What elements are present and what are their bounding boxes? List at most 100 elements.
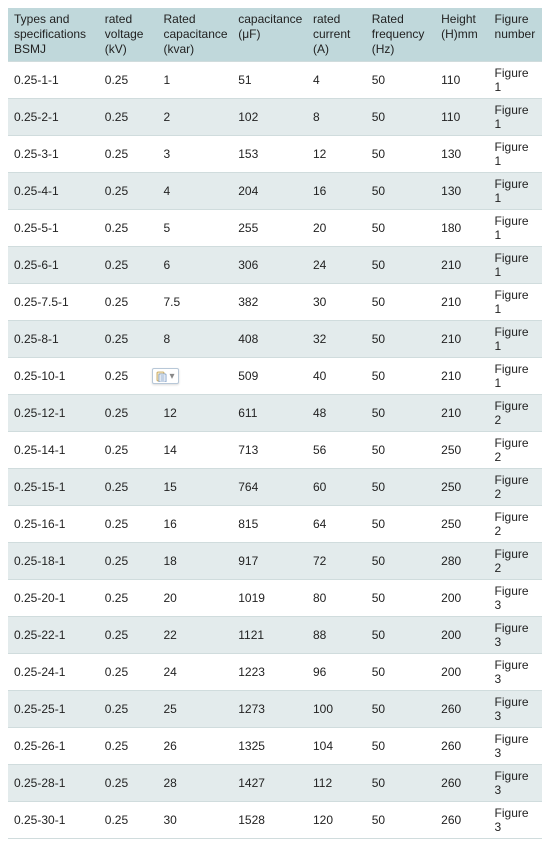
cell: 0.25	[99, 432, 158, 469]
cell: Figure 1	[489, 173, 542, 210]
table-row: 0.25-24-10.252412239650200Figure 3	[8, 654, 542, 691]
cell: 60	[307, 469, 366, 506]
table-row: 0.25-25-10.2525127310050260Figure 3	[8, 691, 542, 728]
cell: 713	[232, 432, 307, 469]
cell: 50	[366, 321, 435, 358]
cell: Figure 1	[489, 321, 542, 358]
cell: 260	[435, 765, 488, 802]
cell: 3	[158, 136, 233, 173]
cell: 16	[307, 173, 366, 210]
cell: 16	[158, 506, 233, 543]
cell: 26	[158, 728, 233, 765]
cell: 0.25-25-1	[8, 691, 99, 728]
table-row: 0.25-20-10.252010198050200Figure 3	[8, 580, 542, 617]
cell: Figure 2	[489, 432, 542, 469]
cell: Figure 1	[489, 247, 542, 284]
cell: 0.25	[99, 765, 158, 802]
cell: 50	[366, 62, 435, 99]
cell: 12	[158, 395, 233, 432]
cell: 250	[435, 506, 488, 543]
col-header-2: Rated capacitance (kvar)	[158, 8, 233, 62]
cell: 210	[435, 358, 488, 395]
cell: Figure 3	[489, 802, 542, 839]
cell: 0.25	[99, 802, 158, 839]
table-row: 0.25-22-10.252211218850200Figure 3	[8, 617, 542, 654]
cell: 30	[158, 802, 233, 839]
cell: 210	[435, 247, 488, 284]
cell: 50	[366, 136, 435, 173]
cell: Figure 3	[489, 765, 542, 802]
col-header-3: capacitance (μF)	[232, 8, 307, 62]
table-row: 0.25-14-10.25147135650250Figure 2	[8, 432, 542, 469]
table-row: 0.25-1-10.25151450110Figure 1	[8, 62, 542, 99]
cell: 24	[158, 654, 233, 691]
cell: Figure 2	[489, 506, 542, 543]
cell: 0.25-18-1	[8, 543, 99, 580]
table-row: 0.25-3-10.2531531250130Figure 1	[8, 136, 542, 173]
cell: 50	[366, 173, 435, 210]
table-row: 0.25-28-10.2528142711250260Figure 3	[8, 765, 542, 802]
cell: 0.25	[99, 247, 158, 284]
table-row: 0.25-10-10.25105094050210Figure 1	[8, 358, 542, 395]
cell: 100	[307, 691, 366, 728]
cell: 280	[435, 543, 488, 580]
spec-table-container: Types and specifications BSMJrated volta…	[8, 8, 542, 839]
cell: 18	[158, 543, 233, 580]
col-header-5: Rated frequency (Hz)	[366, 8, 435, 62]
cell: 110	[435, 99, 488, 136]
cell: 408	[232, 321, 307, 358]
cell: 1	[158, 62, 233, 99]
cell: 0.25-15-1	[8, 469, 99, 506]
col-header-6: Height (H)mm	[435, 8, 488, 62]
cell: 1325	[232, 728, 307, 765]
cell: 255	[232, 210, 307, 247]
cell: 306	[232, 247, 307, 284]
cell: 0.25-3-1	[8, 136, 99, 173]
cell: 0.25-2-1	[8, 99, 99, 136]
table-body: 0.25-1-10.25151450110Figure 10.25-2-10.2…	[8, 62, 542, 839]
cell: 0.25-14-1	[8, 432, 99, 469]
table-row: 0.25-15-10.25157646050250Figure 2	[8, 469, 542, 506]
cell: 50	[366, 543, 435, 580]
cell: 130	[435, 173, 488, 210]
cell: 0.25-16-1	[8, 506, 99, 543]
table-row: 0.25-4-10.2542041650130Figure 1	[8, 173, 542, 210]
table-row: 0.25-12-10.25126114850210Figure 2	[8, 395, 542, 432]
cell: 0.25-22-1	[8, 617, 99, 654]
cell: 20	[158, 580, 233, 617]
table-header-row: Types and specifications BSMJrated volta…	[8, 8, 542, 62]
cell: Figure 2	[489, 469, 542, 506]
cell: 0.25	[99, 691, 158, 728]
cell: Figure 1	[489, 99, 542, 136]
spec-table: Types and specifications BSMJrated volta…	[8, 8, 542, 839]
cell: Figure 1	[489, 358, 542, 395]
cell: 200	[435, 580, 488, 617]
cell: 10	[158, 358, 233, 395]
cell: 0.25	[99, 728, 158, 765]
cell: 0.25	[99, 469, 158, 506]
cell: 260	[435, 802, 488, 839]
cell: 0.25	[99, 654, 158, 691]
col-header-0: Types and specifications BSMJ	[8, 8, 99, 62]
cell: 24	[307, 247, 366, 284]
cell: 2	[158, 99, 233, 136]
cell: 50	[366, 358, 435, 395]
cell: 0.25-6-1	[8, 247, 99, 284]
cell: 0.25	[99, 321, 158, 358]
cell: 0.25	[99, 173, 158, 210]
cell: 4	[307, 62, 366, 99]
cell: 1223	[232, 654, 307, 691]
cell: 51	[232, 62, 307, 99]
cell: 50	[366, 395, 435, 432]
table-row: 0.25-2-10.252102850110Figure 1	[8, 99, 542, 136]
cell: Figure 1	[489, 136, 542, 173]
cell: 204	[232, 173, 307, 210]
cell: 210	[435, 284, 488, 321]
cell: 32	[307, 321, 366, 358]
cell: 8	[307, 99, 366, 136]
cell: 88	[307, 617, 366, 654]
cell: 0.25-10-1	[8, 358, 99, 395]
table-row: 0.25-7.5-10.257.53823050210Figure 1	[8, 284, 542, 321]
cell: 130	[435, 136, 488, 173]
cell: 210	[435, 395, 488, 432]
